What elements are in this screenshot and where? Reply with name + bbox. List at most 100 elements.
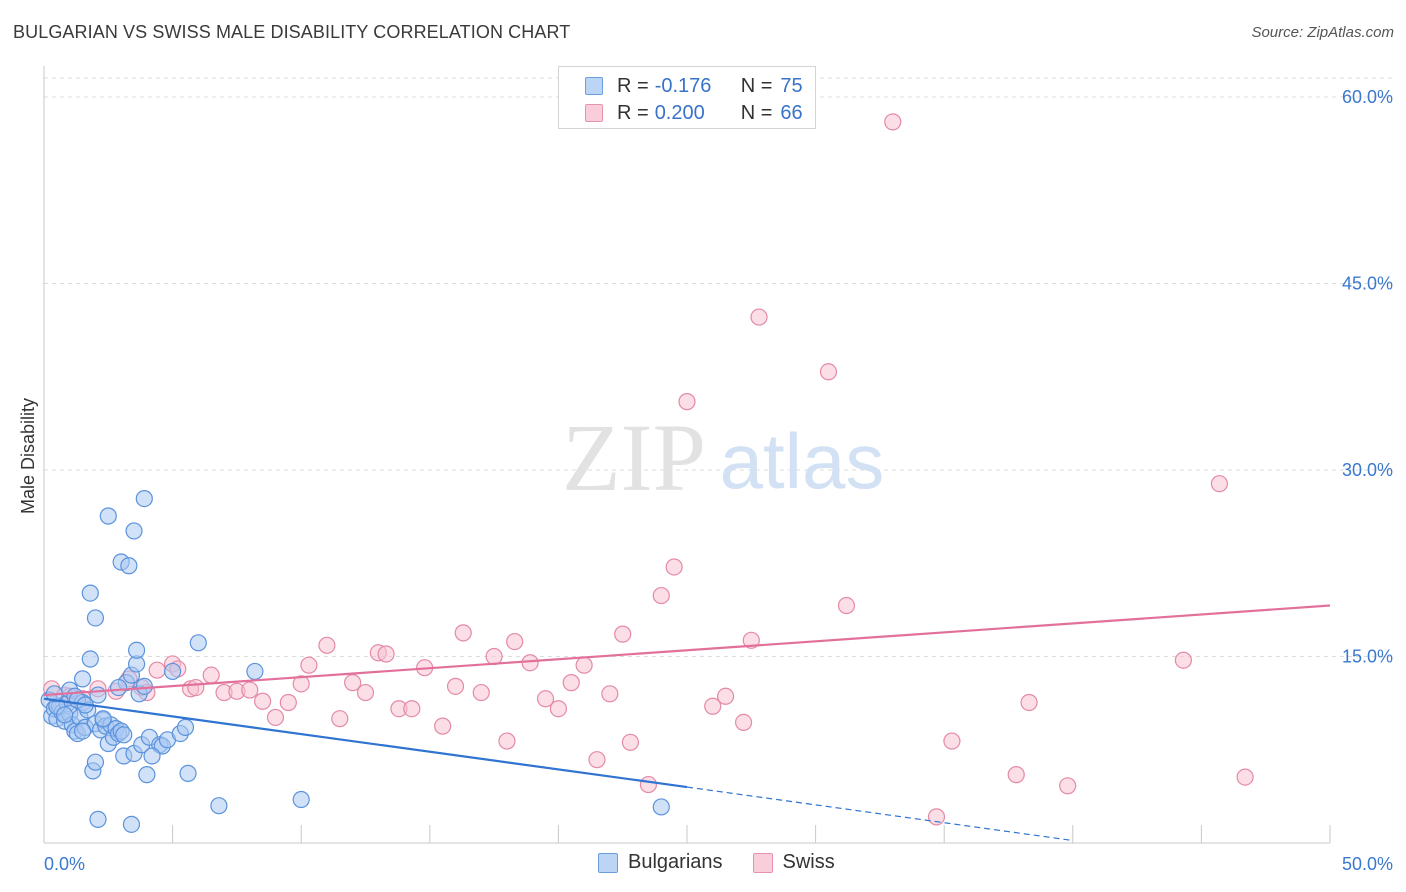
bulgarian-point bbox=[99, 507, 117, 525]
bulgarian-point bbox=[122, 815, 141, 833]
swiss-point bbox=[943, 732, 961, 750]
legend-item-bulgarians: Bulgarians bbox=[598, 851, 723, 874]
legend-label-bulgarians: Bulgarians bbox=[628, 851, 723, 873]
swiss-point bbox=[734, 713, 753, 731]
swiss-point bbox=[241, 681, 259, 699]
bulgarian-point bbox=[86, 753, 105, 771]
swiss-point bbox=[562, 674, 580, 692]
bulgarian-points bbox=[40, 489, 670, 833]
swiss-point bbox=[750, 308, 768, 326]
bulgarian-point bbox=[115, 726, 133, 744]
bulgarian-point bbox=[135, 489, 153, 508]
swiss-point bbox=[819, 363, 838, 381]
watermark-zip: ZIP bbox=[562, 404, 706, 511]
swiss-point bbox=[652, 586, 670, 605]
y-tick-label: 60.0% bbox=[1342, 87, 1393, 107]
source-label: Source: ZipAtlas.com bbox=[1251, 24, 1394, 41]
swiss-point bbox=[665, 558, 683, 576]
bulgarian-point bbox=[127, 641, 146, 659]
bulgarians-legend-swatch bbox=[598, 852, 618, 873]
bulgarian-point bbox=[189, 634, 207, 652]
trend-lines bbox=[43, 604, 1331, 842]
bulgarian-point bbox=[292, 790, 310, 809]
bulgarian-point bbox=[120, 557, 138, 575]
bulgarian-point bbox=[109, 678, 128, 697]
swiss-point bbox=[472, 683, 490, 702]
swiss-point bbox=[927, 808, 946, 826]
swiss-point bbox=[434, 717, 452, 735]
swiss-point bbox=[704, 697, 722, 715]
tick-labels: 15.0% 30.0% 45.0% 60.0% 0.0% 50.0% bbox=[44, 87, 1393, 874]
chart-title: BULGARIAN VS SWISS MALE DISABILITY CORRE… bbox=[13, 22, 571, 42]
swiss-point bbox=[575, 656, 593, 674]
swiss-point bbox=[266, 708, 285, 727]
swiss-point bbox=[279, 693, 297, 712]
bulgarians-swatch bbox=[585, 77, 603, 95]
swiss-point bbox=[446, 677, 465, 695]
swiss-point bbox=[837, 596, 856, 615]
swiss-point bbox=[318, 636, 336, 654]
swiss-point bbox=[331, 710, 349, 728]
bulgarian-point bbox=[179, 764, 197, 782]
n-value: 75 bbox=[780, 74, 803, 97]
bulgarian-point bbox=[73, 722, 92, 740]
swiss-point bbox=[1174, 651, 1192, 669]
n-label: N = bbox=[740, 74, 773, 97]
bulgarian-point bbox=[138, 766, 156, 784]
legend-label-swiss: Swiss bbox=[782, 851, 835, 873]
swiss-point bbox=[148, 661, 166, 679]
y-axis-label: Male Disability bbox=[18, 398, 38, 514]
swiss-point bbox=[588, 751, 606, 769]
swiss-point bbox=[884, 113, 902, 131]
swiss-point bbox=[1236, 768, 1254, 786]
swiss-point bbox=[377, 645, 395, 663]
swiss-point bbox=[678, 393, 696, 411]
swiss-point bbox=[614, 625, 632, 643]
swiss-point bbox=[254, 692, 272, 710]
bulgarian-point bbox=[164, 662, 182, 681]
swiss-point bbox=[639, 775, 658, 794]
watermark-atlas: atlas bbox=[720, 417, 885, 505]
legend-item-swiss: Swiss bbox=[752, 851, 835, 874]
bulgarians-trend-line bbox=[43, 697, 688, 789]
y-tick-label: 30.0% bbox=[1342, 460, 1393, 480]
r-label: R = bbox=[617, 101, 649, 124]
bulgarian-point bbox=[125, 522, 143, 540]
swiss-point bbox=[1020, 693, 1038, 712]
swiss-point bbox=[485, 647, 503, 666]
bulgarian-point bbox=[135, 677, 153, 695]
swiss-point bbox=[549, 700, 568, 718]
swiss-point bbox=[300, 656, 318, 674]
bulgarian-point bbox=[246, 662, 264, 681]
n-value: 66 bbox=[780, 101, 803, 124]
swiss-swatch bbox=[585, 104, 603, 122]
r-value: -0.176 bbox=[654, 74, 712, 97]
n-label: N = bbox=[740, 101, 773, 124]
swiss-point bbox=[716, 687, 735, 705]
swiss-point bbox=[403, 700, 421, 718]
x-tick-label: 0.0% bbox=[44, 854, 85, 874]
swiss-trend-line bbox=[43, 604, 1331, 697]
swiss-point bbox=[536, 690, 555, 708]
stats-row-bulgarians: R = -0.176 N = 75 bbox=[585, 74, 803, 98]
bulgarian-point bbox=[81, 584, 99, 602]
bulgarian-point bbox=[143, 747, 161, 765]
swiss-point bbox=[1007, 766, 1025, 784]
r-label: R = bbox=[617, 74, 649, 97]
stats-row-swiss: R = 0.200 N = 66 bbox=[585, 101, 803, 125]
series-legend: Bulgarians Swiss bbox=[598, 851, 865, 874]
swiss-point bbox=[187, 678, 205, 697]
bulgarian-point bbox=[652, 798, 670, 816]
bulgarian-point bbox=[89, 810, 107, 828]
bulgarians-trend-extension bbox=[686, 786, 1073, 842]
y-tick-label: 15.0% bbox=[1342, 647, 1393, 667]
swiss-point bbox=[521, 654, 539, 672]
swiss-point bbox=[1210, 475, 1229, 493]
stats-legend: R = -0.176 N = 75 R = 0.200 N = 66 bbox=[558, 66, 816, 129]
swiss-point bbox=[621, 733, 640, 751]
bulgarian-point bbox=[73, 670, 92, 688]
swiss-legend-swatch bbox=[752, 852, 773, 873]
swiss-point bbox=[292, 675, 310, 693]
swiss-point bbox=[454, 624, 472, 642]
